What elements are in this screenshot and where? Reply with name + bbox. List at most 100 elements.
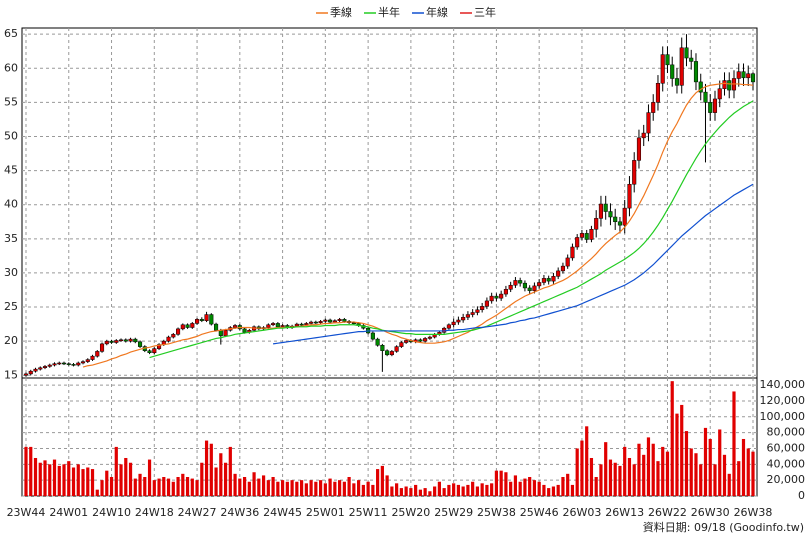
candle-body — [584, 233, 589, 240]
candle-body — [456, 319, 461, 323]
candle-body — [218, 329, 223, 336]
candle-body — [23, 373, 29, 376]
volume-bar — [509, 481, 513, 496]
volume-bar — [547, 488, 551, 496]
volume-bar — [276, 481, 280, 496]
volume-bar — [585, 426, 589, 496]
candle-body — [622, 207, 627, 226]
candle-body — [370, 332, 375, 340]
volume-bar — [147, 459, 152, 496]
volume-bar — [433, 486, 437, 496]
candle-body — [646, 112, 651, 134]
volume-bar — [228, 446, 232, 496]
candle-body — [527, 287, 532, 291]
candle-body — [499, 293, 504, 299]
volume-bar — [461, 486, 465, 496]
candle-body — [522, 282, 527, 289]
candle-body — [280, 325, 285, 328]
volume-bar — [703, 427, 708, 496]
volume-bar — [532, 480, 537, 496]
candle-body — [313, 321, 318, 324]
volume-bar — [414, 484, 418, 496]
volume-bar — [737, 461, 741, 496]
volume-bar — [100, 480, 104, 496]
x-tick-label: 24W01 — [49, 506, 88, 519]
candle-body — [337, 319, 342, 321]
volume-bar — [176, 476, 180, 496]
volume-bar — [732, 391, 736, 496]
candle-body — [90, 355, 95, 360]
volume-bar — [338, 480, 342, 496]
candle-body — [323, 319, 328, 322]
volume-bar — [347, 476, 351, 496]
candle-body — [195, 319, 200, 324]
candle-body — [446, 324, 451, 329]
candle-body — [746, 73, 751, 79]
volume-bar — [357, 480, 361, 496]
volume-bar — [594, 476, 598, 496]
x-tick-label: 24W10 — [92, 506, 131, 519]
volume-bar — [57, 465, 61, 496]
y2-tick-label: 120,000 — [760, 394, 806, 407]
candle-body — [57, 362, 62, 365]
candle-body — [489, 295, 494, 302]
candle-body — [47, 364, 52, 367]
volume-bar — [570, 484, 575, 496]
volume-bar — [456, 484, 460, 496]
x-tick-label: 25W29 — [434, 506, 473, 519]
candle-body — [204, 314, 209, 321]
candle-body — [508, 284, 513, 290]
volume-bar — [71, 467, 76, 496]
candle-body — [712, 98, 718, 113]
volume-bar — [162, 476, 166, 496]
candle-body — [95, 351, 100, 357]
volume-bar — [423, 488, 427, 496]
candle-body — [176, 328, 181, 335]
candle-body — [727, 80, 732, 91]
volume-bar — [352, 483, 356, 496]
x-tick-label: 26W38 — [734, 506, 773, 519]
legend-label: 三年 — [474, 5, 496, 19]
candle-body — [513, 280, 518, 286]
volume-bar — [480, 483, 484, 496]
candle-body — [114, 340, 119, 343]
candle-body — [190, 323, 195, 328]
volume-bar — [280, 480, 285, 496]
candle-body — [537, 282, 542, 287]
x-tick-label: 25W11 — [349, 506, 388, 519]
volume-bar — [713, 464, 717, 496]
volume-bar — [623, 446, 627, 496]
y-tick-label: 35 — [4, 232, 18, 245]
candle-body — [689, 57, 694, 62]
candle-body — [703, 91, 708, 103]
volume-bar — [561, 476, 565, 496]
candle-body — [494, 295, 499, 299]
y-tick-label: 30 — [4, 266, 18, 279]
volume-bar — [119, 464, 123, 496]
volume-bar — [475, 486, 480, 496]
candle-body — [556, 270, 561, 277]
candle-body — [641, 132, 646, 139]
volume-bar — [152, 480, 156, 496]
volume-bar — [485, 484, 489, 496]
volume-bar — [266, 480, 270, 496]
candle-body — [389, 351, 394, 356]
volume-bar — [309, 480, 313, 496]
candle-body — [80, 361, 86, 364]
candle-body — [503, 289, 508, 295]
volume-bar — [143, 476, 147, 496]
candle-body — [66, 363, 71, 365]
candle-body — [294, 323, 299, 327]
volume-bar — [708, 438, 712, 496]
candle-body — [399, 342, 404, 347]
volume-bar — [171, 481, 175, 496]
volume-bar — [551, 486, 556, 496]
candle-body — [342, 319, 347, 322]
volume-bar — [181, 473, 185, 496]
candle-body — [351, 322, 356, 324]
volume-bar — [195, 480, 199, 496]
volume-bar — [33, 457, 38, 496]
candle-body — [137, 341, 143, 347]
volume-bar — [242, 476, 247, 496]
